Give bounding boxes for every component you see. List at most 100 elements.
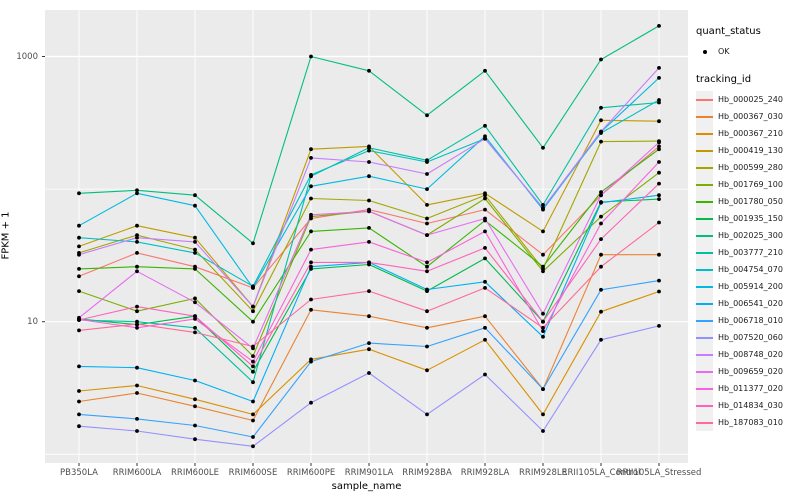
data-point xyxy=(425,113,429,118)
legend-label: Hb_008748_020 xyxy=(718,350,783,359)
data-point xyxy=(541,334,545,339)
data-point xyxy=(77,389,81,393)
legend-line-icon xyxy=(696,370,713,373)
legend-key xyxy=(696,176,713,193)
data-point xyxy=(599,118,603,123)
legend-line-icon xyxy=(696,319,713,322)
legend-label: Hb_006718_010 xyxy=(718,316,783,325)
legend-label: Hb_005914_200 xyxy=(718,282,783,291)
legend-key xyxy=(696,159,713,176)
data-point xyxy=(367,148,371,153)
legend-item-Hb_005914_200: Hb_005914_200 xyxy=(696,278,800,295)
data-point xyxy=(657,140,661,145)
data-point xyxy=(483,372,487,377)
data-point xyxy=(425,203,429,207)
data-point xyxy=(425,264,429,269)
legend-label: Hb_014834_030 xyxy=(718,401,783,410)
legend-item-Hb_014834_030: Hb_014834_030 xyxy=(696,397,800,414)
legend-line-icon xyxy=(696,251,713,254)
data-point xyxy=(425,287,429,292)
data-point xyxy=(193,267,197,271)
data-point xyxy=(77,318,81,322)
legend-label: OK xyxy=(718,47,730,56)
data-point xyxy=(599,252,603,257)
data-point xyxy=(657,252,661,257)
data-point xyxy=(309,400,313,405)
data-point xyxy=(193,330,197,335)
data-point xyxy=(135,325,139,330)
data-point xyxy=(251,309,255,314)
legend-label: Hb_006541_020 xyxy=(718,299,783,308)
data-point xyxy=(541,264,545,269)
data-point xyxy=(599,221,603,226)
legend-item-Hb_006541_020: Hb_006541_020 xyxy=(696,295,800,312)
data-point xyxy=(541,252,545,257)
data-point xyxy=(193,203,197,208)
legend-item-Hb_004754_070: Hb_004754_070 xyxy=(696,261,800,278)
data-point xyxy=(77,223,81,228)
x-tick-label-RRIM928BA: RRIM928BA xyxy=(402,468,452,478)
data-point xyxy=(193,314,197,319)
data-point xyxy=(599,309,603,314)
data-point xyxy=(309,359,313,364)
legend-item-Hb_001769_100: Hb_001769_100 xyxy=(696,176,800,193)
data-point xyxy=(309,196,313,201)
legend-label: Hb_011377_020 xyxy=(718,384,783,393)
data-point xyxy=(657,160,661,164)
data-point xyxy=(367,240,371,244)
data-point xyxy=(483,256,487,261)
data-point xyxy=(135,188,139,193)
x-tick-label-RRIM901LA: RRIM901LA xyxy=(344,468,394,478)
legend-line-icon xyxy=(696,200,713,203)
legend-line-icon xyxy=(696,336,713,339)
legend-label: Hb_001935_150 xyxy=(718,214,783,223)
legend-key xyxy=(696,193,713,210)
data-point xyxy=(251,369,255,374)
legend-line-icon xyxy=(696,421,713,424)
data-point xyxy=(657,170,661,175)
legend-item-Hb_007520_060: Hb_007520_060 xyxy=(696,329,800,346)
data-point xyxy=(251,286,255,290)
data-point xyxy=(599,200,603,205)
data-point xyxy=(77,412,81,417)
data-point xyxy=(367,226,371,230)
data-point xyxy=(251,359,255,364)
legend-label: Hb_007520_060 xyxy=(718,333,783,342)
legend-label: Hb_009659_020 xyxy=(718,367,783,376)
legend-item-Hb_002025_300: Hb_002025_300 xyxy=(696,227,800,244)
data-point xyxy=(657,66,661,70)
data-point xyxy=(483,246,487,250)
data-point xyxy=(135,235,139,240)
legend-key xyxy=(696,278,713,295)
data-point xyxy=(135,191,139,196)
data-point xyxy=(135,417,139,421)
legend-key xyxy=(696,414,713,431)
data-point xyxy=(193,251,197,255)
data-point xyxy=(251,444,255,449)
x-tick-label-RRIM600LA: RRIM600LA xyxy=(112,468,162,478)
data-point xyxy=(193,240,197,244)
legend-key xyxy=(696,43,713,60)
data-point xyxy=(599,105,603,110)
legend: quant_status OK tracking_id Hb_000025_24… xyxy=(696,26,800,431)
data-point xyxy=(251,354,255,358)
data-point xyxy=(251,344,255,349)
legend-item-Hb_000025_240: Hb_000025_240 xyxy=(696,91,800,108)
data-point xyxy=(309,173,313,177)
data-point xyxy=(599,193,603,198)
legend-line-icon xyxy=(696,404,713,407)
data-point xyxy=(599,214,603,219)
data-point xyxy=(483,193,487,198)
data-point xyxy=(309,264,313,269)
legend-line-icon xyxy=(696,353,713,356)
data-point xyxy=(367,174,371,179)
data-point xyxy=(309,54,313,59)
data-point xyxy=(425,160,429,164)
x-tick-label-PB350LA: PB350LA xyxy=(60,468,98,478)
data-point xyxy=(309,229,313,234)
data-point xyxy=(541,387,545,391)
data-point xyxy=(135,240,139,244)
legend-label: Hb_000599_280 xyxy=(718,163,783,172)
data-point xyxy=(135,365,139,370)
